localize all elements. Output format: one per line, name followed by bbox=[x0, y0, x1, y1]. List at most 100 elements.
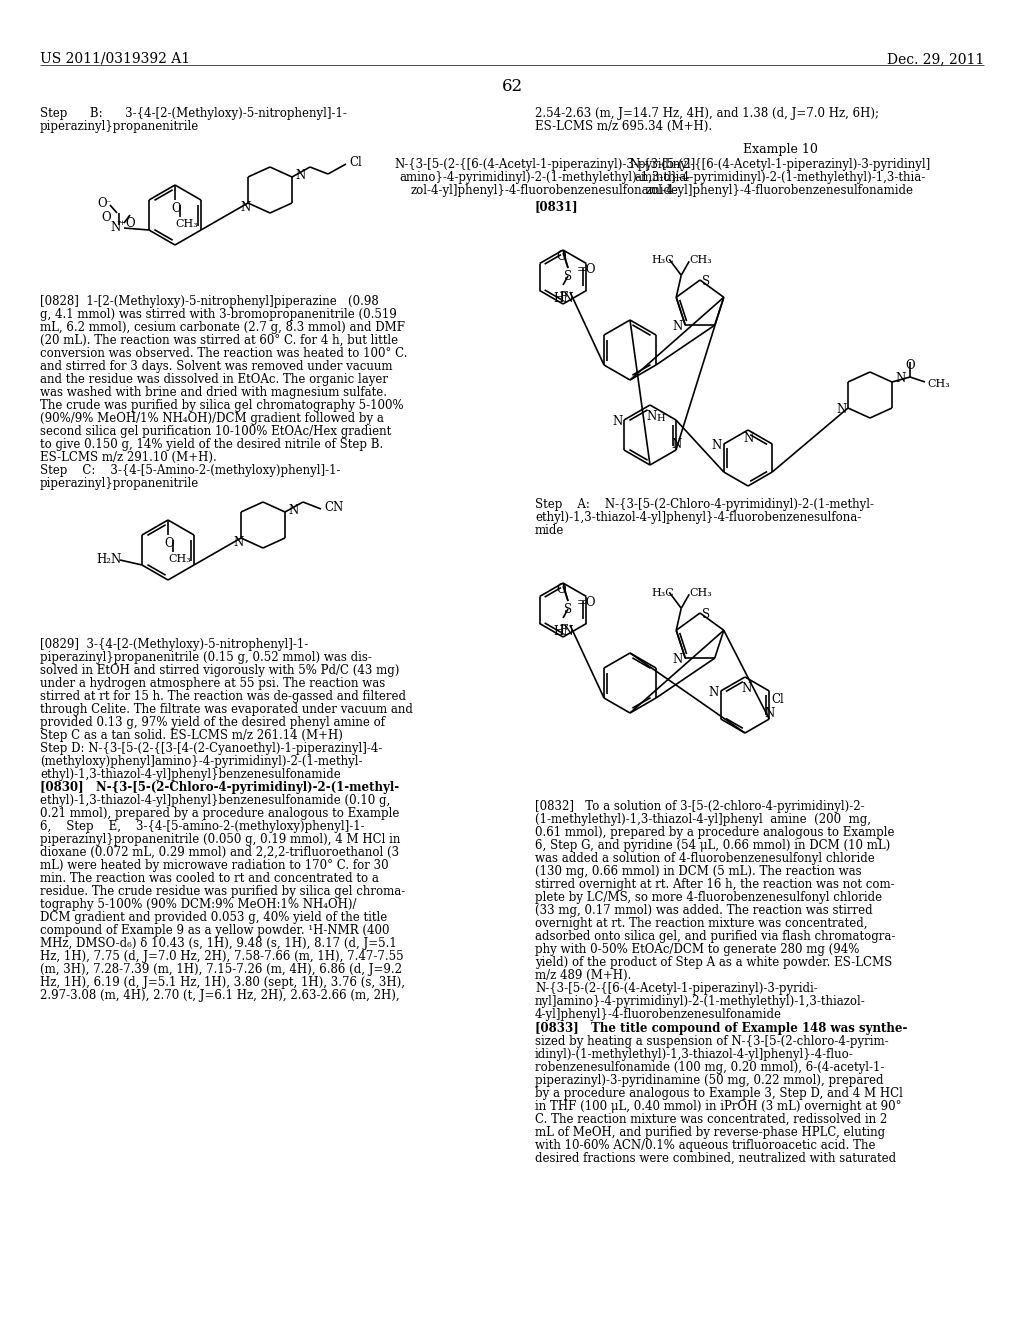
Text: US 2011/0319392 A1: US 2011/0319392 A1 bbox=[40, 51, 190, 66]
Text: H: H bbox=[656, 414, 665, 422]
Text: H₃C: H₃C bbox=[651, 589, 674, 598]
Text: piperazinyl}propanenitrile: piperazinyl}propanenitrile bbox=[40, 477, 200, 490]
Text: yield) of the product of Step A as a white powder. ES-LCMS: yield) of the product of Step A as a whi… bbox=[535, 956, 892, 969]
Text: (methyloxy)phenyl]amino}-4-pyrimidinyl)-2-(1-methyl-: (methyloxy)phenyl]amino}-4-pyrimidinyl)-… bbox=[40, 755, 362, 768]
Text: 2.97-3.08 (m, 4H), 2.70 (t, J=6.1 Hz, 2H), 2.63-2.66 (m, 2H),: 2.97-3.08 (m, 4H), 2.70 (t, J=6.1 Hz, 2H… bbox=[40, 989, 399, 1002]
Text: Step C as a tan solid. ES-LCMS m/z 261.14 (M+H): Step C as a tan solid. ES-LCMS m/z 261.1… bbox=[40, 729, 343, 742]
Text: N: N bbox=[673, 653, 683, 667]
Text: O: O bbox=[556, 583, 565, 597]
Text: N: N bbox=[612, 414, 623, 428]
Text: CH₃: CH₃ bbox=[689, 589, 712, 598]
Text: (1-methylethyl)-1,3-thiazol-4-yl]phenyl  amine  (200  mg,: (1-methylethyl)-1,3-thiazol-4-yl]phenyl … bbox=[535, 813, 871, 826]
Text: mide: mide bbox=[535, 524, 564, 537]
Text: N: N bbox=[764, 708, 774, 719]
Text: adsorbed onto silica gel, and purified via flash chromatogra-: adsorbed onto silica gel, and purified v… bbox=[535, 931, 895, 942]
Text: amino}-4-pyrimidinyl)-2-(1-methylethyl)-1,3-thia-: amino}-4-pyrimidinyl)-2-(1-methylethyl)-… bbox=[399, 172, 690, 183]
Text: S: S bbox=[564, 271, 572, 282]
Text: CH₃: CH₃ bbox=[689, 255, 712, 265]
Text: Step      B:      3-{4-[2-(Methyloxy)-5-nitrophenyl]-1-: Step B: 3-{4-[2-(Methyloxy)-5-nitropheny… bbox=[40, 107, 347, 120]
Text: ethyl)-1,3-thiazol-4-yl]phenyl}benzenesulfonamide: ethyl)-1,3-thiazol-4-yl]phenyl}benzenesu… bbox=[40, 768, 341, 781]
Text: CH₃: CH₃ bbox=[168, 554, 190, 564]
Text: (33 mg, 0.17 mmol) was added. The reaction was stirred: (33 mg, 0.17 mmol) was added. The reacti… bbox=[535, 904, 872, 917]
Text: 2.54-2.63 (m, J=14.7 Hz, 4H), and 1.38 (d, J=7.0 Hz, 6H);: 2.54-2.63 (m, J=14.7 Hz, 4H), and 1.38 (… bbox=[535, 107, 879, 120]
Text: and stirred for 3 days. Solvent was removed under vacuum: and stirred for 3 days. Solvent was remo… bbox=[40, 360, 392, 374]
Text: N: N bbox=[673, 321, 683, 333]
Text: through Celite. The filtrate was evaporated under vacuum and: through Celite. The filtrate was evapora… bbox=[40, 704, 413, 715]
Text: N-{3-[5-(2-{[6-(4-Acetyl-1-piperazinyl)-3-pyridi-: N-{3-[5-(2-{[6-(4-Acetyl-1-piperazinyl)-… bbox=[535, 982, 818, 995]
Text: (m, 3H), 7.28-7.39 (m, 1H), 7.15-7.26 (m, 4H), 6.86 (d, J=9.2: (m, 3H), 7.28-7.39 (m, 1H), 7.15-7.26 (m… bbox=[40, 964, 402, 975]
Text: [0831]: [0831] bbox=[535, 201, 579, 213]
Text: Step D: N-{3-[5-(2-{[3-[4-(2-Cyanoethyl)-1-piperazinyl]-4-: Step D: N-{3-[5-(2-{[3-[4-(2-Cyanoethyl)… bbox=[40, 742, 382, 755]
Text: Step    C:    3-{4-[5-Amino-2-(methyloxy)phenyl]-1-: Step C: 3-{4-[5-Amino-2-(methyloxy)pheny… bbox=[40, 465, 341, 477]
Text: robenzenesulfonamide (100 mg, 0.20 mmol), 6-(4-acetyl-1-: robenzenesulfonamide (100 mg, 0.20 mmol)… bbox=[535, 1061, 885, 1074]
Text: Step    A:    N-{3-[5-(2-Chloro-4-pyrimidinyl)-2-(1-methyl-: Step A: N-{3-[5-(2-Chloro-4-pyrimidinyl)… bbox=[535, 498, 874, 511]
Text: S: S bbox=[564, 603, 572, 616]
Text: and the residue was dissolved in EtOAc. The organic layer: and the residue was dissolved in EtOAc. … bbox=[40, 374, 388, 385]
Text: O: O bbox=[125, 216, 135, 230]
Text: CH₃: CH₃ bbox=[175, 219, 198, 228]
Text: N: N bbox=[741, 682, 752, 696]
Text: The crude was purified by silica gel chromatography 5-100%: The crude was purified by silica gel chr… bbox=[40, 399, 403, 412]
Text: [0828]  1-[2-(Methyloxy)-5-nitrophenyl]piperazine   (0.98: [0828] 1-[2-(Methyloxy)-5-nitrophenyl]pi… bbox=[40, 294, 379, 308]
Text: H₃C: H₃C bbox=[651, 255, 674, 265]
Text: dioxane (0.072 mL, 0.29 mmol) and 2,2,2-trifluoroethanol (3: dioxane (0.072 mL, 0.29 mmol) and 2,2,2-… bbox=[40, 846, 399, 859]
Text: 4-yl]phenyl}-4-fluorobenzenesulfonamide: 4-yl]phenyl}-4-fluorobenzenesulfonamide bbox=[535, 1008, 782, 1020]
Text: nyl]amino}-4-pyrimidinyl)-2-(1-methylethyl)-1,3-thiazol-: nyl]amino}-4-pyrimidinyl)-2-(1-methyleth… bbox=[535, 995, 865, 1008]
Text: with 10-60% ACN/0.1% aqueous trifluoroacetic acid. The: with 10-60% ACN/0.1% aqueous trifluoroac… bbox=[535, 1139, 876, 1152]
Text: S: S bbox=[702, 275, 710, 288]
Text: +: + bbox=[119, 219, 126, 227]
Text: stirred overnight at rt. After 16 h, the reaction was not com-: stirred overnight at rt. After 16 h, the… bbox=[535, 878, 895, 891]
Text: compound of Example 9 as a yellow powder. ¹H-NMR (400: compound of Example 9 as a yellow powder… bbox=[40, 924, 389, 937]
Text: [0830]   N-{3-[5-(2-Chloro-4-pyrimidinyl)-2-(1-methyl-: [0830] N-{3-[5-(2-Chloro-4-pyrimidinyl)-… bbox=[40, 781, 399, 795]
Text: stirred at rt for 15 h. The reaction was de-gassed and filtered: stirred at rt for 15 h. The reaction was… bbox=[40, 690, 406, 704]
Text: O: O bbox=[164, 537, 174, 550]
Text: N: N bbox=[233, 536, 244, 549]
Text: HN: HN bbox=[553, 292, 573, 305]
Text: desired fractions were combined, neutralized with saturated: desired fractions were combined, neutral… bbox=[535, 1152, 896, 1166]
Text: [0832]   To a solution of 3-[5-(2-chloro-4-pyrimidinyl)-2-: [0832] To a solution of 3-[5-(2-chloro-4… bbox=[535, 800, 864, 813]
Text: C. The reaction mixture was concentrated, redissolved in 2: C. The reaction mixture was concentrated… bbox=[535, 1113, 887, 1126]
Text: under a hydrogen atmosphere at 55 psi. The reaction was: under a hydrogen atmosphere at 55 psi. T… bbox=[40, 677, 385, 690]
Text: F: F bbox=[559, 624, 567, 638]
Text: in THF (100 μL, 0.40 mmol) in iPrOH (3 mL) overnight at 90°: in THF (100 μL, 0.40 mmol) in iPrOH (3 m… bbox=[535, 1100, 901, 1113]
Text: m/z 489 (M+H).: m/z 489 (M+H). bbox=[535, 969, 632, 982]
Text: O: O bbox=[97, 197, 106, 210]
Text: N-{3-[5-(2-{[6-(4-Acetyl-1-piperazinyl)-3-pyridinyl]: N-{3-[5-(2-{[6-(4-Acetyl-1-piperazinyl)-… bbox=[394, 158, 695, 172]
Text: piperazinyl)-3-pyridinamine (50 mg, 0.22 mmol), prepared: piperazinyl)-3-pyridinamine (50 mg, 0.22… bbox=[535, 1074, 884, 1086]
Text: N: N bbox=[671, 438, 681, 451]
Text: amino}-4-pyrimidinyl)-2-(1-methylethyl)-1,3-thia-: amino}-4-pyrimidinyl)-2-(1-methylethyl)-… bbox=[635, 172, 926, 183]
Text: zol-4-yl]phenyl}-4-fluorobenzenesulfonamide: zol-4-yl]phenyl}-4-fluorobenzenesulfonam… bbox=[411, 183, 679, 197]
Text: second silica gel purification 10-100% EtOAc/Hex gradient: second silica gel purification 10-100% E… bbox=[40, 425, 391, 438]
Text: MHz, DMSO-d₆) δ 10.43 (s, 1H), 9.48 (s, 1H), 8.17 (d, J=5.1: MHz, DMSO-d₆) δ 10.43 (s, 1H), 9.48 (s, … bbox=[40, 937, 396, 950]
Text: N: N bbox=[895, 372, 905, 385]
Text: piperazinyl}propanenitrile (0.15 g, 0.52 mmol) was dis-: piperazinyl}propanenitrile (0.15 g, 0.52… bbox=[40, 651, 372, 664]
Text: was washed with brine and dried with magnesium sulfate.: was washed with brine and dried with mag… bbox=[40, 385, 387, 399]
Text: 6,    Step    E,    3-{4-[5-amino-2-(methyloxy)phenyl]-1-: 6, Step E, 3-{4-[5-amino-2-(methyloxy)ph… bbox=[40, 820, 365, 833]
Text: N: N bbox=[709, 686, 719, 700]
Text: O: O bbox=[905, 359, 914, 372]
Text: 6, Step G, and pyridine (54 μL, 0.66 mmol) in DCM (10 mL): 6, Step G, and pyridine (54 μL, 0.66 mmo… bbox=[535, 840, 890, 851]
Text: to give 0.150 g, 14% yield of the desired nitrile of Step B.: to give 0.150 g, 14% yield of the desire… bbox=[40, 438, 383, 451]
Text: was added a solution of 4-fluorobenzenesulfonyl chloride: was added a solution of 4-fluorobenzenes… bbox=[535, 851, 874, 865]
Text: min. The reaction was cooled to rt and concentrated to a: min. The reaction was cooled to rt and c… bbox=[40, 873, 379, 884]
Text: 0.61 mmol), prepared by a procedure analogous to Example: 0.61 mmol), prepared by a procedure anal… bbox=[535, 826, 895, 840]
Text: (130 mg, 0.66 mmol) in DCM (5 mL). The reaction was: (130 mg, 0.66 mmol) in DCM (5 mL). The r… bbox=[535, 865, 861, 878]
Text: solved in EtOH and stirred vigorously with 5% Pd/C (43 mg): solved in EtOH and stirred vigorously wi… bbox=[40, 664, 399, 677]
Text: O: O bbox=[556, 249, 565, 263]
Text: N: N bbox=[288, 504, 298, 517]
Text: Example 10: Example 10 bbox=[742, 143, 817, 156]
Text: provided 0.13 g, 97% yield of the desired phenyl amine of: provided 0.13 g, 97% yield of the desire… bbox=[40, 715, 385, 729]
Text: =O: =O bbox=[577, 263, 597, 276]
Text: ES-LCMS m/z 291.10 (M+H).: ES-LCMS m/z 291.10 (M+H). bbox=[40, 451, 217, 465]
Text: N-{3-[5-(2-{[6-(4-Acetyl-1-piperazinyl)-3-pyridinyl]: N-{3-[5-(2-{[6-(4-Acetyl-1-piperazinyl)-… bbox=[630, 158, 931, 172]
Text: ⁻: ⁻ bbox=[105, 199, 111, 209]
Text: DCM gradient and provided 0.053 g, 40% yield of the title: DCM gradient and provided 0.053 g, 40% y… bbox=[40, 911, 387, 924]
Text: by a procedure analogous to Example 3, Step D, and 4 M HCl: by a procedure analogous to Example 3, S… bbox=[535, 1086, 903, 1100]
Text: Dec. 29, 2011: Dec. 29, 2011 bbox=[887, 51, 984, 66]
Text: ES-LCMS m/z 695.34 (M+H).: ES-LCMS m/z 695.34 (M+H). bbox=[535, 120, 712, 133]
Text: mL) were heated by microwave radiation to 170° C. for 30: mL) were heated by microwave radiation t… bbox=[40, 859, 389, 873]
Text: 62: 62 bbox=[502, 78, 522, 95]
Text: CH₃: CH₃ bbox=[927, 379, 949, 389]
Text: piperazinyl}propanenitrile: piperazinyl}propanenitrile bbox=[40, 120, 200, 133]
Text: plete by LC/MS, so more 4-fluorobenzenesulfonyl chloride: plete by LC/MS, so more 4-fluorobenzenes… bbox=[535, 891, 882, 904]
